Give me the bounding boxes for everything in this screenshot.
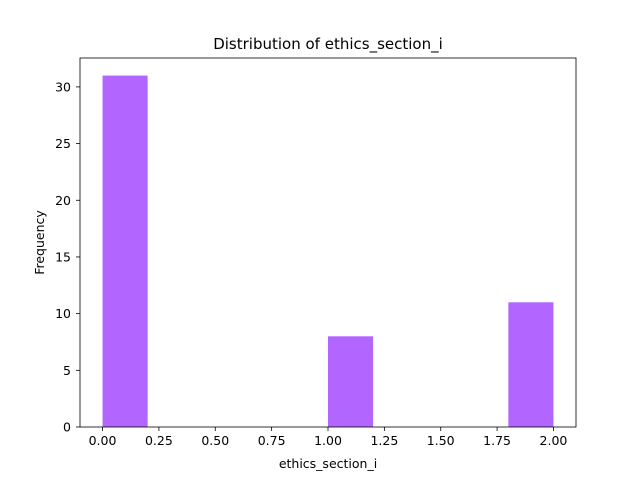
x-tick-label: 0.25	[145, 433, 173, 448]
x-axis-ticks: 0.00 0.25 0.50 0.75 1.00 1.25 1.50 1.75 2.00	[89, 427, 568, 448]
x-tick-label: 0.75	[258, 433, 286, 448]
y-tick-label: 25	[55, 136, 71, 151]
histogram-bar	[328, 336, 374, 427]
y-tick-label: 0	[63, 420, 71, 435]
y-tick-label: 15	[55, 249, 71, 264]
x-tick-label: 1.25	[370, 433, 398, 448]
y-tick-label: 30	[55, 79, 71, 94]
y-tick-label: 10	[55, 306, 71, 321]
x-tick-label: 0.00	[89, 433, 117, 448]
chart-title: Distribution of ethics_section_i	[213, 35, 443, 54]
x-tick-label: 2.00	[540, 433, 568, 448]
x-tick-label: 1.75	[483, 433, 511, 448]
x-axis-label: ethics_section_i	[279, 456, 377, 471]
histogram-bar	[508, 302, 554, 427]
x-tick-label: 1.50	[427, 433, 455, 448]
y-axis-ticks: 0 5 10 15 20 25 30	[55, 79, 80, 435]
y-tick-label: 5	[63, 363, 71, 378]
histogram-bar	[102, 75, 148, 428]
y-tick-label: 20	[55, 193, 71, 208]
y-axis-label: Frequency	[32, 210, 47, 275]
bars-group	[102, 75, 554, 428]
x-tick-label: 0.50	[201, 433, 229, 448]
x-tick-label: 1.00	[314, 433, 342, 448]
